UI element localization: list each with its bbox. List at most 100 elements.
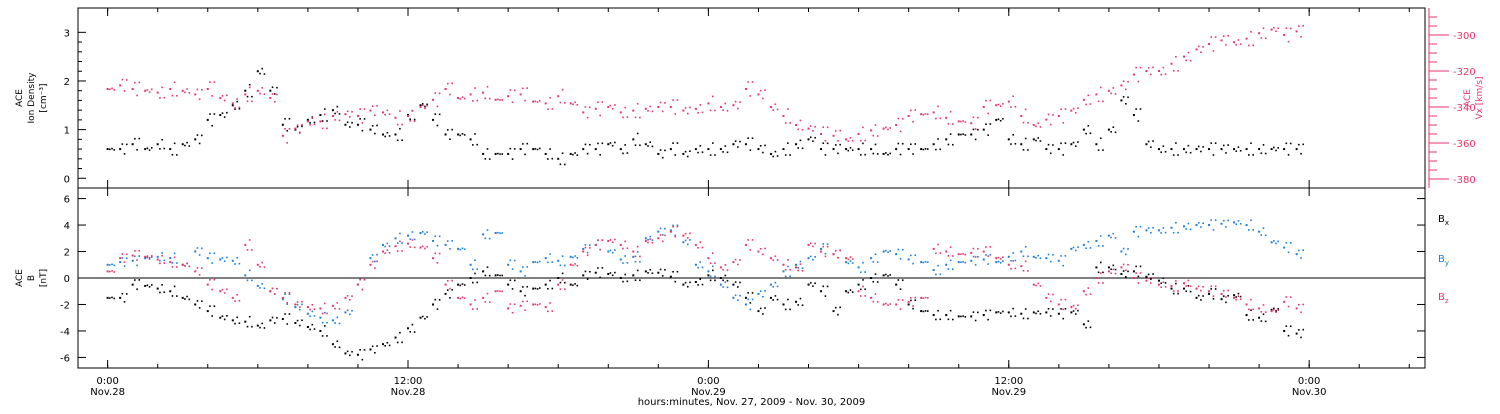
vx-point — [572, 103, 574, 106]
density-point — [419, 104, 422, 107]
bz-point — [812, 245, 814, 248]
density-point — [1145, 143, 1148, 146]
bx-point — [837, 313, 839, 316]
vx-point — [413, 120, 416, 123]
vx-point — [1162, 66, 1165, 69]
vx-point — [244, 93, 247, 96]
by-point — [707, 270, 710, 273]
bx-point — [939, 318, 942, 321]
density-point — [522, 143, 524, 145]
bx-point — [774, 295, 777, 297]
bz-point — [1250, 298, 1252, 301]
bz-point — [922, 297, 925, 300]
by-point — [444, 243, 447, 246]
bx-point — [636, 269, 639, 272]
bz-point — [651, 242, 654, 244]
by-point — [711, 265, 714, 268]
density-point — [1275, 149, 1277, 152]
by-point — [999, 262, 1002, 264]
vx-point — [196, 88, 199, 91]
vx-point — [138, 81, 141, 84]
by-point — [747, 298, 749, 301]
bz-point — [507, 307, 510, 310]
density-point — [146, 147, 149, 150]
vx-point — [847, 140, 850, 143]
bz-point — [1095, 277, 1098, 279]
bz-point — [309, 308, 311, 311]
bz-point — [1233, 296, 1236, 299]
by-point — [1032, 255, 1035, 258]
bz-point — [914, 296, 917, 299]
by-point — [584, 244, 587, 246]
vx-point — [421, 104, 424, 107]
density-point — [699, 144, 702, 147]
density-point — [789, 154, 791, 156]
density-point — [899, 153, 902, 156]
density-point — [388, 135, 391, 137]
vx-point — [1287, 40, 1290, 43]
vx-point — [1189, 59, 1192, 62]
density-point — [1012, 133, 1014, 136]
bz-point — [1114, 272, 1117, 275]
density-point — [784, 154, 787, 156]
bottom-ytick-label: -6 — [60, 353, 70, 364]
density-point — [701, 151, 704, 153]
bx-point — [999, 312, 1002, 314]
density-point — [184, 144, 186, 147]
by-point — [296, 303, 299, 306]
bz-point — [371, 260, 374, 263]
density-point — [188, 145, 191, 147]
vx-point — [751, 81, 754, 83]
vx-point — [1060, 108, 1062, 111]
vx-point — [659, 101, 662, 104]
vx-point — [436, 105, 439, 108]
density-point — [697, 151, 699, 154]
bx-point — [609, 272, 612, 274]
by-point — [870, 257, 873, 260]
bz-point — [1208, 290, 1211, 293]
bx-point — [173, 285, 176, 288]
bz-point — [519, 304, 522, 307]
density-point — [396, 139, 399, 142]
density-point — [211, 124, 213, 127]
density-point — [739, 140, 741, 143]
bottom-left-axis-label-0: ACE — [15, 269, 25, 287]
by-point — [782, 270, 785, 273]
density-point — [599, 154, 601, 156]
vx-point — [799, 119, 802, 122]
density-point — [957, 133, 960, 136]
by-point — [1245, 224, 1248, 227]
bx-point — [739, 281, 741, 284]
density-point — [807, 138, 810, 141]
density-point — [369, 128, 372, 131]
by-point — [294, 306, 297, 309]
by-point — [476, 268, 478, 270]
bz-point — [134, 250, 136, 252]
vx-point — [281, 134, 284, 137]
bz-point — [334, 307, 336, 310]
by-point — [739, 294, 741, 297]
bz-point — [624, 240, 626, 243]
bz-point — [1082, 290, 1085, 293]
by-point — [1150, 231, 1152, 234]
bx-point — [1157, 279, 1160, 282]
bx-point — [536, 288, 539, 290]
by-point — [1287, 251, 1290, 254]
by-point — [381, 243, 384, 246]
density-point — [1170, 148, 1173, 151]
vx-point — [1175, 56, 1177, 58]
bx-point — [471, 281, 474, 284]
vx-point — [1102, 100, 1104, 103]
density-point — [1102, 149, 1104, 151]
vx-point — [762, 97, 764, 100]
by-point — [644, 237, 647, 240]
bx-point — [396, 341, 399, 344]
vx-point — [513, 89, 516, 92]
bz-point — [446, 280, 449, 282]
bx-point — [219, 316, 222, 319]
bz-point — [549, 302, 551, 304]
density-point — [461, 133, 464, 135]
by-point — [474, 259, 476, 262]
bz-point — [1214, 285, 1217, 288]
by-point — [386, 242, 389, 245]
